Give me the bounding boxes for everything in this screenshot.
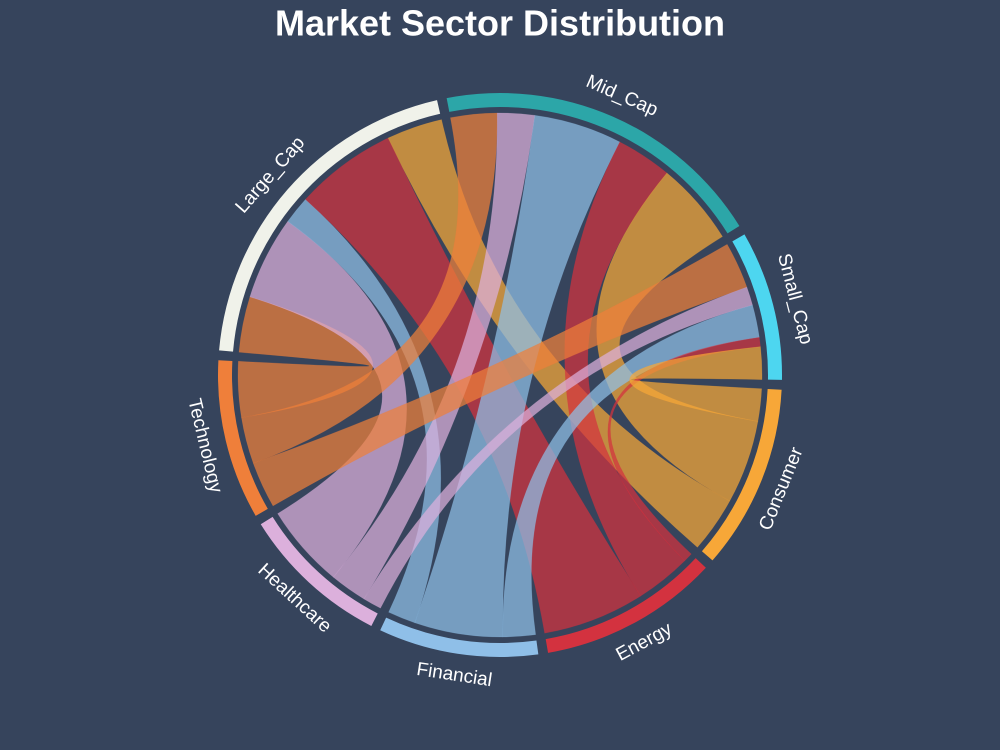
ribbons bbox=[237, 112, 763, 638]
group-arc bbox=[260, 516, 378, 626]
group-arc bbox=[446, 92, 740, 234]
group-arc bbox=[219, 100, 441, 352]
ribbon bbox=[241, 112, 498, 464]
group-arc bbox=[732, 234, 783, 380]
group-arc bbox=[701, 389, 782, 561]
ribbon bbox=[363, 286, 753, 609]
group-arc bbox=[218, 360, 268, 516]
ribbon bbox=[629, 346, 763, 422]
ribbon bbox=[252, 243, 748, 507]
group-arc bbox=[380, 617, 539, 657]
chart-title: Market Sector Distribution bbox=[275, 3, 725, 44]
group-arc bbox=[545, 558, 706, 653]
